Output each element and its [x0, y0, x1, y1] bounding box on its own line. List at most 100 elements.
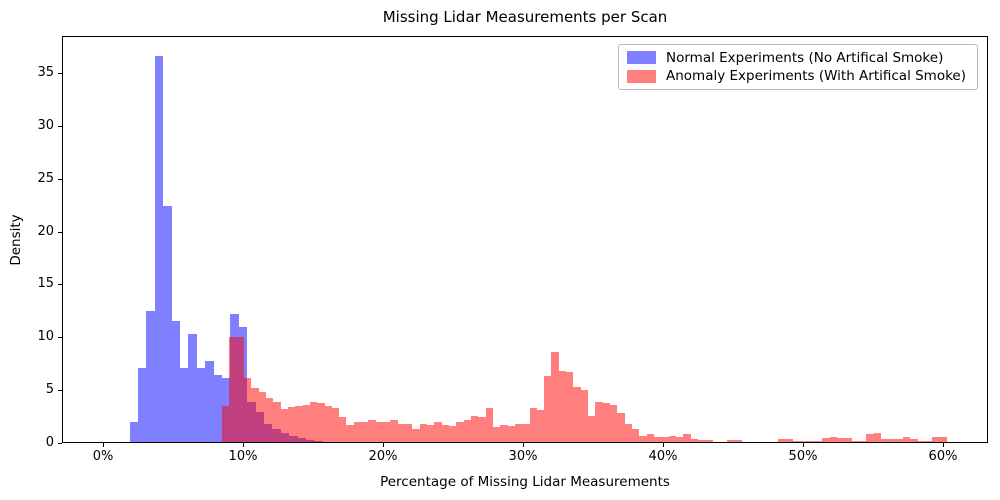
y-tick-mark	[58, 72, 62, 74]
histogram-bar	[800, 441, 808, 442]
histogram-bar	[735, 440, 742, 442]
histogram-bar	[442, 425, 449, 442]
histogram-bar	[180, 368, 188, 442]
x-tick-mark	[102, 443, 104, 447]
histogram-bar	[188, 334, 197, 442]
histogram-bar	[486, 408, 493, 442]
histogram-bar	[138, 368, 146, 442]
histogram-bar	[844, 438, 852, 442]
y-tick-mark	[58, 389, 62, 391]
y-tick-label: 35	[37, 65, 54, 80]
histogram-bar	[786, 439, 793, 442]
y-tick-mark	[58, 178, 62, 180]
histogram-bar	[390, 420, 398, 442]
x-tick-label: 50%	[788, 449, 818, 464]
histogram-bar	[669, 436, 676, 442]
histogram-bar	[325, 406, 332, 442]
histogram-bar	[493, 427, 500, 442]
histogram-bar	[940, 437, 947, 442]
legend: Normal Experiments (No Artifical Smoke) …	[618, 44, 978, 90]
histogram-bar	[903, 437, 910, 442]
x-tick-label: 60%	[928, 449, 958, 464]
histogram-bar	[259, 392, 266, 442]
histogram-bar	[500, 425, 508, 442]
histogram-bar	[229, 337, 237, 442]
histogram-bar	[405, 424, 412, 442]
histogram-bar	[303, 405, 310, 442]
histogram-bar	[361, 422, 368, 442]
histogram-bar	[146, 311, 155, 442]
y-tick-label: 20	[37, 224, 54, 239]
histogram-bar	[376, 422, 383, 442]
histogram-bar	[551, 352, 559, 442]
histogram-bar	[412, 429, 420, 442]
histogram-bar	[595, 402, 603, 442]
legend-item-anomaly: Anomaly Experiments (With Artifical Smok…	[627, 68, 969, 84]
histogram-bar	[910, 439, 918, 442]
histogram-bar	[244, 378, 251, 442]
legend-swatch-red	[627, 69, 656, 83]
histogram-bar	[478, 417, 486, 442]
histogram-bar	[354, 422, 361, 442]
y-axis-label: Density	[8, 214, 24, 266]
histogram-bar	[197, 368, 205, 442]
histogram-bar	[852, 441, 859, 442]
histogram-bar	[368, 420, 376, 442]
histogram-bar	[295, 406, 303, 442]
histogram-bar	[632, 429, 639, 442]
histogram-bar	[639, 436, 647, 442]
x-tick-label: 30%	[508, 449, 538, 464]
y-tick-mark	[58, 231, 62, 233]
y-tick-mark	[58, 336, 62, 338]
histogram-bar	[163, 206, 172, 442]
histogram-bar	[603, 403, 610, 442]
y-tick-label: 5	[45, 382, 54, 397]
x-tick-mark	[942, 443, 944, 447]
histogram-bar	[155, 56, 163, 442]
histogram-bar	[172, 321, 180, 442]
y-tick-label: 15	[37, 276, 54, 291]
histogram-bar	[676, 437, 683, 442]
histogram-bar	[464, 420, 471, 442]
histogram-bar	[130, 422, 138, 442]
histogram-bars	[63, 37, 987, 442]
histogram-bar	[698, 440, 705, 442]
y-tick-mark	[58, 442, 62, 444]
histogram-bar	[530, 408, 537, 442]
histogram-bar	[859, 441, 866, 442]
x-tick-label: 20%	[368, 449, 398, 464]
histogram-bar	[647, 434, 654, 442]
histogram-bar	[281, 409, 288, 442]
histogram-bar	[866, 434, 874, 442]
histogram-bar	[471, 416, 478, 442]
histogram-bar	[837, 438, 844, 442]
histogram-bar	[537, 410, 544, 442]
y-tick-label: 10	[37, 329, 54, 344]
histogram-bar	[383, 422, 390, 442]
x-tick-mark	[662, 443, 664, 447]
y-tick-mark	[58, 283, 62, 285]
y-tick-label: 30	[37, 118, 54, 133]
histogram-bar	[288, 407, 295, 442]
histogram-bar	[610, 405, 617, 442]
histogram-bar	[310, 402, 317, 442]
histogram-bar	[449, 426, 456, 442]
histogram-bar	[332, 408, 339, 442]
x-tick-mark	[802, 443, 804, 447]
y-tick-mark	[58, 125, 62, 127]
histogram-bar	[925, 441, 932, 442]
histogram-bar	[581, 390, 588, 442]
histogram-bar	[266, 398, 273, 442]
histogram-bar	[398, 424, 405, 442]
histogram-bar	[214, 375, 222, 442]
plot-area	[62, 36, 988, 443]
histogram-bar	[727, 440, 735, 442]
histogram-bar	[932, 437, 940, 442]
legend-item-normal: Normal Experiments (No Artifical Smoke)	[627, 50, 969, 66]
histogram-bar	[508, 426, 515, 442]
histogram-bar	[661, 437, 669, 442]
histogram-bar	[896, 439, 903, 442]
histogram-bar	[559, 371, 566, 442]
histogram-bar	[205, 361, 214, 442]
